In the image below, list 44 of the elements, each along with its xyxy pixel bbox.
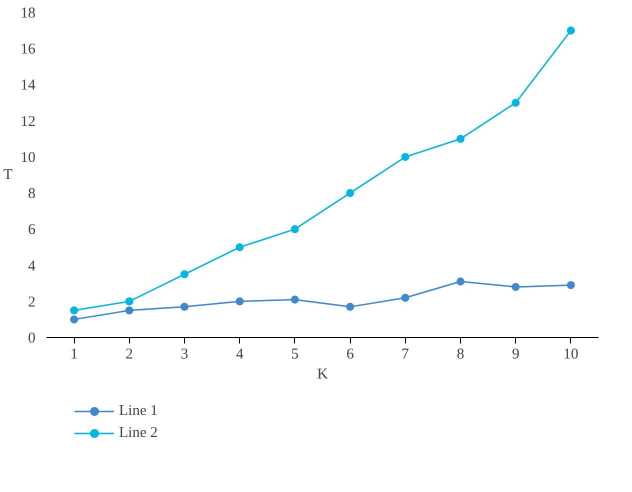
point — [70, 306, 78, 314]
point — [456, 278, 464, 286]
point — [401, 152, 410, 161]
point — [180, 302, 188, 311]
y-tick-label: 6 — [28, 222, 36, 238]
point — [456, 134, 464, 143]
y-axis-title: T — [3, 167, 13, 183]
x-tick-label: 1 — [70, 346, 78, 362]
point — [566, 281, 575, 290]
point — [125, 306, 134, 314]
point — [236, 297, 244, 306]
point — [566, 26, 575, 35]
y-tick-label: 0 — [28, 330, 36, 346]
point — [512, 98, 520, 107]
y-tick-label: 12 — [20, 114, 36, 130]
x-tick-label: 10 — [563, 346, 578, 362]
x-tick-label: 5 — [291, 346, 299, 362]
y-tick-label: 4 — [28, 258, 36, 274]
y-tick-label: 18 — [20, 6, 36, 22]
point — [290, 296, 299, 304]
point — [401, 294, 410, 302]
y-tick-label: 2 — [28, 294, 36, 310]
point — [290, 225, 299, 234]
y-tick-label: 10 — [20, 150, 36, 166]
point — [180, 270, 188, 278]
point — [512, 282, 520, 291]
y-tick-label: 16 — [20, 42, 36, 58]
point — [346, 189, 354, 198]
x-tick-label: 8 — [456, 346, 464, 362]
x-tick-label: 4 — [236, 346, 244, 362]
legend-label: Line 2 — [119, 424, 158, 442]
legend-label: Line 1 — [119, 402, 158, 420]
y-tick-label: 8 — [28, 186, 36, 202]
x-tick-label: 6 — [346, 346, 354, 362]
point — [236, 243, 244, 252]
point — [125, 297, 134, 306]
x-tick-label: 7 — [402, 346, 410, 362]
x-tick-label: 2 — [126, 346, 134, 362]
x-tick-label: 9 — [512, 346, 520, 362]
y-tick-label: 14 — [20, 78, 36, 94]
x-axis-title: K — [317, 366, 328, 382]
point — [70, 315, 78, 324]
x-tick-label: 3 — [180, 346, 188, 362]
point — [346, 302, 354, 311]
